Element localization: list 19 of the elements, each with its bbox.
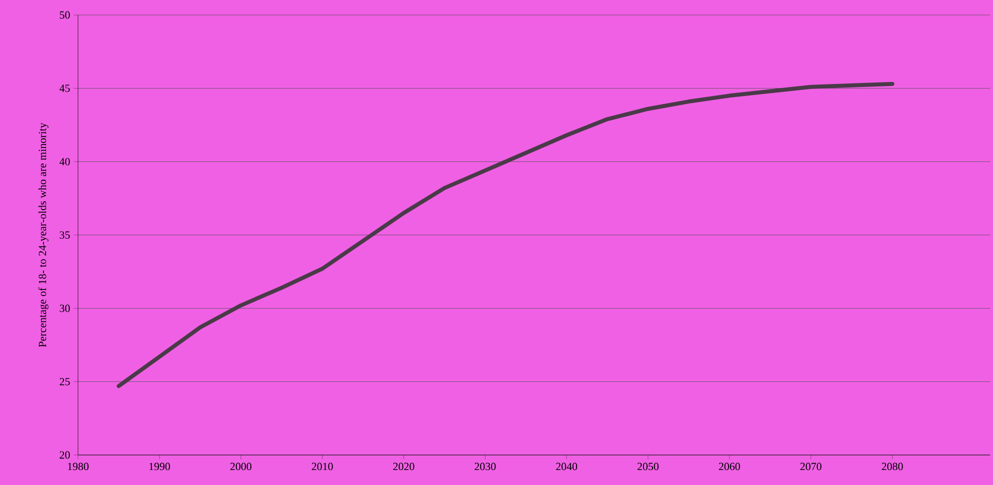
y-tick-label: 40: [59, 158, 70, 166]
x-tick-label: 2050: [638, 462, 659, 470]
y-tick-label: 20: [60, 451, 70, 459]
y-tick-label: 45: [59, 84, 70, 92]
x-tick-label: 2000: [230, 462, 252, 470]
x-tick-label: 2030: [474, 462, 496, 470]
x-tick-label: 2060: [718, 462, 740, 470]
y-tick-label: 25: [60, 378, 70, 386]
y-tick-label: 35: [60, 231, 70, 239]
y-tick-label: 30: [60, 304, 70, 312]
y-axis-title: Percentage of 18- to 24-year-olds who are minority: [38, 122, 48, 348]
y-tick-label: 50: [60, 11, 70, 19]
x-tick-label: 2070: [800, 462, 822, 470]
x-tick-label: 1990: [149, 462, 170, 470]
x-tick-label: 2020: [393, 462, 414, 470]
x-tick-label: 2080: [882, 462, 903, 470]
x-tick-label: 2040: [556, 462, 578, 470]
x-tick-label: 2010: [312, 462, 333, 470]
x-tick-label: 1980: [68, 462, 89, 470]
